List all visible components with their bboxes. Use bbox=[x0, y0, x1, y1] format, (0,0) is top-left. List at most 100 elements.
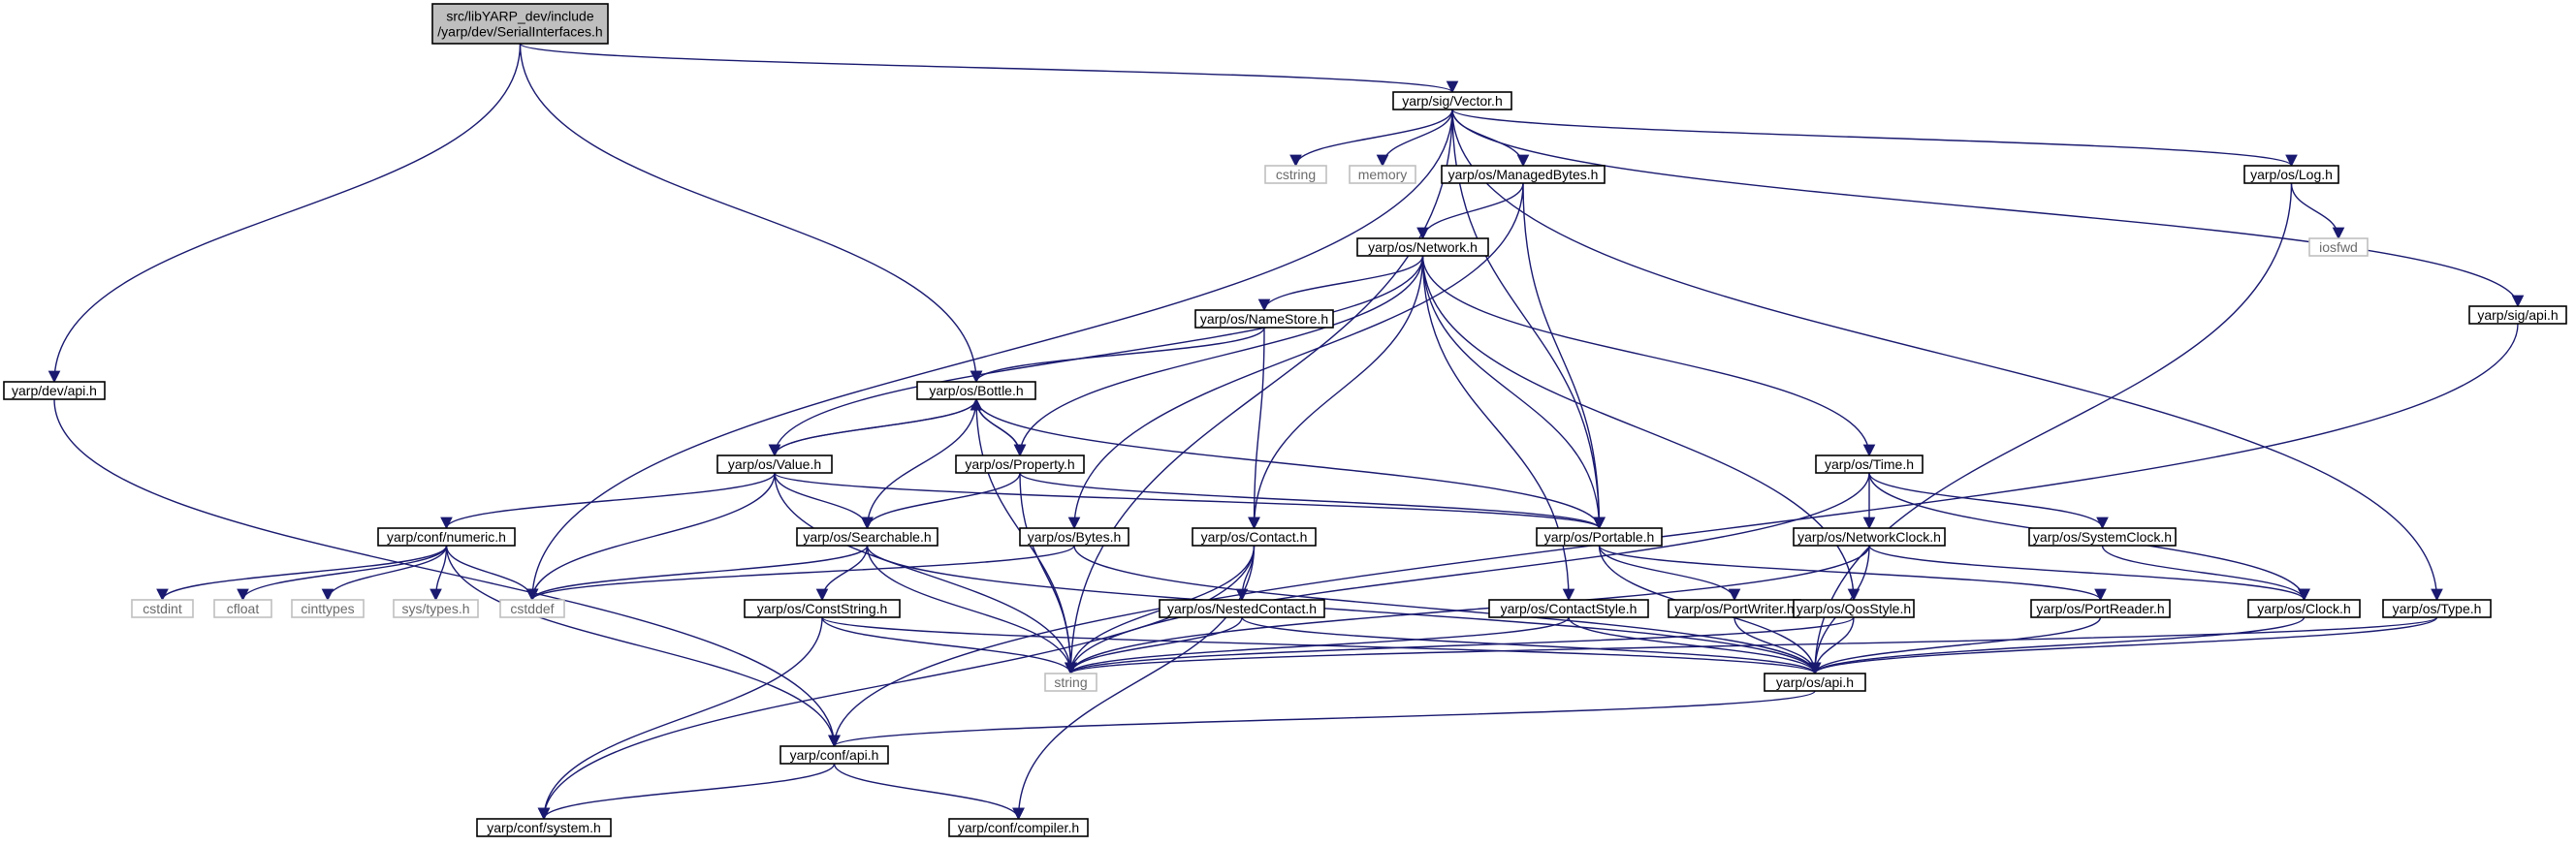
node-label: yarp/os/Bottle.h bbox=[929, 383, 1023, 398]
node-bottle[interactable]: yarp/os/Bottle.h bbox=[916, 381, 1036, 400]
node-sig_vector[interactable]: yarp/sig/Vector.h bbox=[1392, 91, 1512, 110]
edge-root-to-dev_api bbox=[48, 43, 522, 384]
node-box bbox=[291, 599, 365, 618]
node-box bbox=[1192, 527, 1317, 547]
edge-value-to-searchable bbox=[774, 472, 874, 530]
node-nestedcontact[interactable]: yarp/os/NestedContact.h bbox=[1159, 599, 1325, 618]
node-label: yarp/conf/system.h bbox=[487, 820, 601, 835]
node-box bbox=[955, 454, 1085, 474]
node-label: yarp/os/QosStyle.h bbox=[1797, 601, 1911, 616]
edge-contact-to-compiler bbox=[1012, 545, 1256, 821]
node-label: yarp/conf/numeric.h bbox=[387, 529, 506, 545]
edge-log-to-os_api bbox=[1808, 182, 2293, 675]
node-conf_api[interactable]: yarp/conf/api.h bbox=[779, 745, 889, 765]
node-searchable[interactable]: yarp/os/Searchable.h bbox=[796, 527, 938, 547]
node-label: sys/types.h bbox=[401, 601, 469, 616]
node-property[interactable]: yarp/os/Property.h bbox=[955, 454, 1085, 474]
node-label: yarp/os/Type.h bbox=[2393, 601, 2482, 616]
node-label: yarp/os/PortWriter.h bbox=[1674, 601, 1794, 616]
node-time[interactable]: yarp/os/Time.h bbox=[1815, 454, 1924, 474]
node-box bbox=[1488, 599, 1649, 618]
node-label: yarp/os/ConstString.h bbox=[757, 601, 888, 616]
node-label: memory bbox=[1358, 167, 1408, 182]
node-systemclock[interactable]: yarp/os/SystemClock.h bbox=[2028, 527, 2177, 547]
node-box bbox=[716, 454, 833, 474]
node-numeric[interactable]: yarp/conf/numeric.h bbox=[377, 527, 516, 547]
node-box bbox=[2468, 305, 2567, 325]
node-clock[interactable]: yarp/os/Clock.h bbox=[2247, 599, 2361, 618]
edge-numeric-to-cstdint bbox=[156, 545, 448, 602]
node-qosstyle[interactable]: yarp/os/QosStyle.h bbox=[1793, 599, 1915, 618]
edge-portable-to-portwriter bbox=[1598, 545, 1741, 602]
node-box bbox=[1264, 165, 1327, 184]
node-namestore[interactable]: yarp/os/NameStore.h bbox=[1194, 309, 1334, 329]
edge-numeric-to-systypes bbox=[429, 545, 448, 602]
node-type[interactable]: yarp/os/Type.h bbox=[2382, 599, 2492, 618]
node-conststring[interactable]: yarp/os/ConstString.h bbox=[744, 599, 901, 618]
node-label: cfloat bbox=[227, 601, 260, 616]
edge-searchable-to-os_api bbox=[866, 545, 1822, 675]
node-box bbox=[131, 599, 194, 618]
node-label: yarp/os/NestedContact.h bbox=[1167, 601, 1317, 616]
node-iosfwd: iosfwd bbox=[2308, 237, 2369, 257]
node-label: yarp/conf/compiler.h bbox=[958, 820, 1079, 835]
edge-numeric-to-conf_api bbox=[445, 545, 841, 748]
edge-network-to-portable bbox=[1421, 255, 1606, 530]
edge-sig_vector-to-cstring bbox=[1289, 109, 1453, 168]
node-portreader[interactable]: yarp/os/PortReader.h bbox=[2030, 599, 2171, 618]
node-log[interactable]: yarp/os/Log.h bbox=[2243, 165, 2339, 184]
node-value[interactable]: yarp/os/Value.h bbox=[716, 454, 833, 474]
node-box bbox=[1194, 309, 1334, 329]
node-contact[interactable]: yarp/os/Contact.h bbox=[1192, 527, 1317, 547]
edge-networkclock-to-clock bbox=[1868, 545, 2310, 602]
edge-contactstyle-to-os_api bbox=[1568, 616, 1822, 675]
node-networkclock[interactable]: yarp/os/NetworkClock.h bbox=[1793, 527, 1946, 547]
edge-bytes-to-cstddef bbox=[525, 545, 1075, 602]
node-root[interactable]: src/libYARP_dev/include/yarp/dev/SerialI… bbox=[431, 3, 609, 45]
node-label: yarp/os/Clock.h bbox=[2257, 601, 2350, 616]
node-system[interactable]: yarp/conf/system.h bbox=[476, 818, 612, 837]
edge-network-to-contactstyle bbox=[1421, 255, 1575, 602]
node-box bbox=[1356, 237, 1489, 257]
node-label: string bbox=[1054, 674, 1087, 690]
edge-sig_vector-to-log bbox=[1451, 109, 2298, 168]
node-bytes[interactable]: yarp/os/Bytes.h bbox=[1019, 527, 1129, 547]
node-box bbox=[796, 527, 938, 547]
edge-conf_api-to-compiler bbox=[833, 763, 1025, 821]
edge-bottle-to-portable bbox=[975, 398, 1606, 530]
node-box bbox=[2308, 237, 2369, 257]
node-portwriter[interactable]: yarp/os/PortWriter.h bbox=[1668, 599, 1801, 618]
edge-sig_vector-to-memory bbox=[1376, 109, 1453, 168]
node-os_api[interactable]: yarp/os/api.h bbox=[1764, 673, 1866, 692]
node-label: src/libYARP_dev/include bbox=[446, 9, 593, 24]
node-box bbox=[1441, 165, 1606, 184]
node-box bbox=[1392, 91, 1512, 110]
edge-nestedcontact-to-os_api bbox=[1241, 616, 1822, 675]
node-managedbytes[interactable]: yarp/os/ManagedBytes.h bbox=[1441, 165, 1606, 184]
node-cinttypes: cinttypes bbox=[291, 599, 365, 618]
node-box bbox=[1764, 673, 1866, 692]
node-sig_api[interactable]: yarp/sig/api.h bbox=[2468, 305, 2567, 325]
node-label: cinttypes bbox=[301, 601, 354, 616]
node-network[interactable]: yarp/os/Network.h bbox=[1356, 237, 1489, 257]
edge-network-to-qosstyle bbox=[1421, 255, 1860, 602]
node-box bbox=[916, 381, 1036, 400]
node-box bbox=[744, 599, 901, 618]
edge-contactstyle-to-string bbox=[1065, 616, 1570, 675]
edge-time-to-systemclock bbox=[1868, 472, 2109, 530]
node-label: yarp/os/Contact.h bbox=[1201, 529, 1308, 545]
node-box bbox=[1815, 454, 1924, 474]
node-compiler[interactable]: yarp/conf/compiler.h bbox=[948, 818, 1089, 837]
edge-namestore-to-contact bbox=[1248, 327, 1265, 530]
node-label: yarp/os/PortReader.h bbox=[2036, 601, 2164, 616]
edge-sig_api-to-conf_api bbox=[828, 323, 2519, 748]
edge-managedbytes-to-bytes bbox=[1067, 182, 1524, 530]
node-dev_api[interactable]: yarp/dev/api.h bbox=[3, 381, 106, 400]
node-contactstyle[interactable]: yarp/os/ContactStyle.h bbox=[1488, 599, 1649, 618]
edge-bytes-to-os_api bbox=[1073, 545, 1822, 675]
node-box bbox=[499, 599, 565, 618]
node-portable[interactable]: yarp/os/Portable.h bbox=[1536, 527, 1663, 547]
node-label: yarp/os/Network.h bbox=[1368, 239, 1478, 255]
edge-network-to-contact bbox=[1248, 255, 1424, 530]
node-label: yarp/os/Portable.h bbox=[1544, 529, 1655, 545]
